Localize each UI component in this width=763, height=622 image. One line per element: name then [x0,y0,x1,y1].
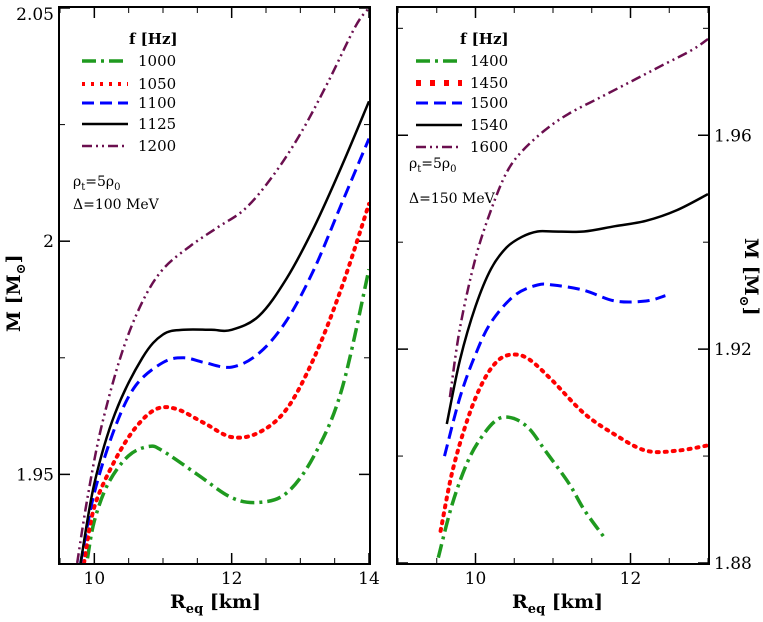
right-ticks-group: 10 12 1.88 1.92 1.96 [397,8,752,589]
right-annotation-delta: Δ=150 MeV [409,191,496,207]
left-series-line-1050 [82,201,369,563]
left-ticks-group: 10 12 14 1.95 2 2.05 [16,5,380,589]
right-annotation-rho: ρt=5ρ0 [409,156,457,175]
right-y-axis-label: M [M⊙] [736,238,762,316]
right-series-line-1540 [445,192,708,425]
right-legend-label-1400: 1400 [470,52,508,70]
right-series-line-1500 [443,282,666,457]
left-series-line-1200 [75,8,369,563]
right-series-line-1450 [438,352,708,533]
right-series-line-1600 [448,37,708,398]
right-legend-title: f [Hz] [460,30,509,48]
left-y-tick-label: 2 [43,232,54,252]
left-y-axis-label: M [M⊙] [3,254,29,332]
left-legend-label-1100: 1100 [138,94,176,112]
left-series-group [75,8,369,563]
left-plot-frame [58,6,371,565]
left-x-tick-label: 12 [221,569,243,589]
right-y-tick-label: 1.92 [714,340,752,360]
left-annotation-rho: ρt=5ρ0 [73,174,121,193]
right-series-line-1400 [436,415,605,559]
left-legend: f [Hz] 1000 1050 1100 1125 1200 [82,30,178,155]
right-x-tick-label: 12 [620,569,642,589]
left-series-line-1125 [79,100,369,563]
right-y-tick-label: 1.88 [714,554,752,574]
left-legend-label-1050: 1050 [138,75,176,93]
left-x-tick-label: 10 [84,569,106,589]
right-panel: 10 12 1.88 1.92 1.96 f [Hz] 1400 1450 1500 1… [396,6,762,617]
right-legend-label-1600: 1600 [470,138,508,156]
right-y-tick-label: 1.96 [714,126,752,146]
right-legend: f [Hz] 1400 1450 1500 1540 1600 [416,30,509,156]
right-legend-label-1540: 1540 [470,116,508,134]
left-annotation-delta: Δ=100 MeV [73,197,160,213]
left-series-line-1100 [79,138,369,563]
left-legend-label-1125: 1125 [138,115,176,133]
left-y-tick-label: 2.05 [16,5,54,25]
left-panel: 10 12 14 1.95 2 2.05 f [Hz] 1000 1050 1100 11… [3,5,380,617]
right-x-tick-label: 10 [465,569,487,589]
right-x-axis-label: Req [km] [512,591,603,617]
right-legend-label-1450: 1450 [470,74,508,92]
left-series-line-1000 [85,268,369,559]
right-legend-label-1500: 1500 [470,94,508,112]
left-legend-label-1200: 1200 [138,137,176,155]
right-series-group [436,37,708,559]
left-legend-label-1000: 1000 [138,52,176,70]
left-legend-title: f [Hz] [129,30,178,48]
left-y-tick-label: 1.95 [16,465,54,485]
left-x-axis-label: Req [km] [170,591,261,617]
left-x-tick-label: 14 [358,569,380,589]
right-plot-frame [396,6,710,565]
